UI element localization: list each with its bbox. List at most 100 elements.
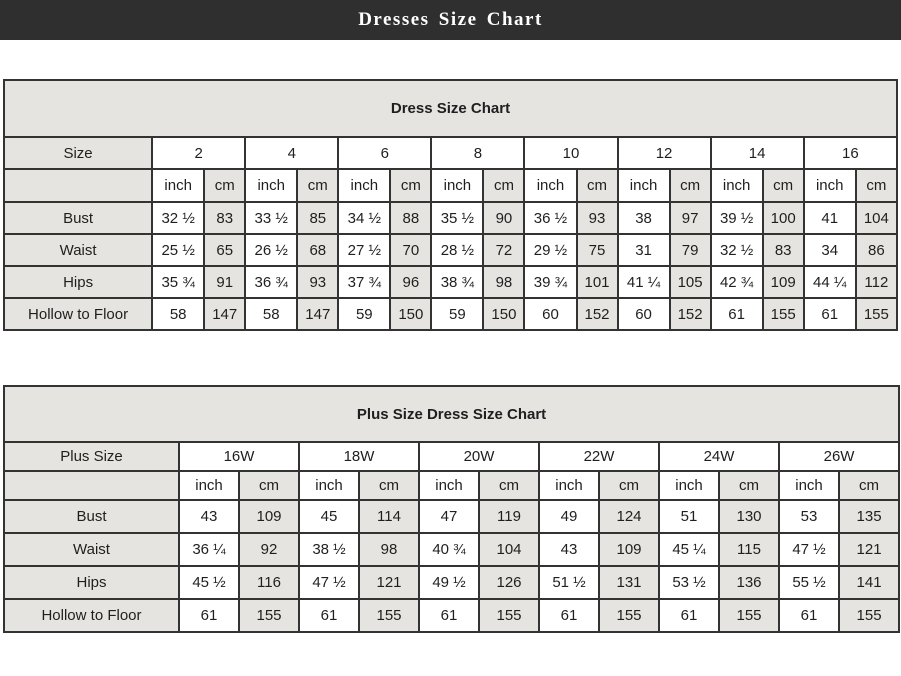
inch-value-cell: 44 ¼ bbox=[802, 265, 857, 299]
inch-value-cell: 35 ½ bbox=[430, 201, 485, 235]
inch-value-cell: 47 bbox=[418, 499, 480, 534]
unit-inch-header: inch bbox=[244, 168, 299, 203]
cm-value-cell: 155 bbox=[598, 598, 660, 633]
table-title: Plus Size Dress Size Chart bbox=[2, 385, 901, 443]
cm-value-cell: 135 bbox=[837, 499, 901, 534]
unit-cm-header: cm bbox=[575, 168, 619, 203]
inch-value-cell: 61 bbox=[709, 297, 764, 331]
size-column-header: 22W bbox=[538, 441, 660, 472]
size-row-label: Size bbox=[2, 136, 154, 170]
inch-value-cell: 61 bbox=[802, 297, 857, 331]
inch-value-cell: 53 ½ bbox=[658, 565, 720, 600]
cm-value-cell: 152 bbox=[668, 297, 712, 331]
inch-value-cell: 59 bbox=[430, 297, 485, 331]
inch-value-cell: 45 ¼ bbox=[658, 532, 720, 567]
size-column-header: 12 bbox=[616, 136, 712, 170]
inch-value-cell: 36 ¼ bbox=[178, 532, 240, 567]
cm-value-cell: 68 bbox=[296, 233, 340, 267]
inch-value-cell: 38 ½ bbox=[298, 532, 360, 567]
page-header-bar: Dresses Size Chart bbox=[0, 0, 901, 40]
inch-value-cell: 61 bbox=[778, 598, 840, 633]
unit-inch-header: inch bbox=[523, 168, 578, 203]
inch-value-cell: 53 bbox=[778, 499, 840, 534]
size-row-label: Plus Size bbox=[3, 441, 180, 472]
cm-value-cell: 155 bbox=[718, 598, 780, 633]
plus-size-dress-chart-table: Plus Size Dress Size Chart Plus Size 16W 18… bbox=[2, 385, 901, 633]
cm-value-cell: 109 bbox=[238, 499, 300, 534]
measurement-row-label: Hollow to Floor bbox=[3, 598, 180, 633]
measurement-row-label: Waist bbox=[3, 532, 180, 567]
size-column-header: 16 bbox=[802, 136, 899, 170]
inch-value-cell: 43 bbox=[538, 532, 600, 567]
unit-inch-header: inch bbox=[709, 168, 764, 203]
inch-value-cell: 61 bbox=[178, 598, 240, 633]
dress-size-chart-table: Dress Size Chart Size 2 4 6 8 10 12 14 16 inch cm in… bbox=[2, 79, 899, 331]
inch-value-cell: 49 bbox=[538, 499, 600, 534]
measurement-row-label: Bust bbox=[2, 201, 154, 235]
size-column-header: 20W bbox=[418, 441, 540, 472]
cm-value-cell: 91 bbox=[203, 265, 247, 299]
cm-value-cell: 150 bbox=[389, 297, 433, 331]
cm-value-cell: 93 bbox=[575, 201, 619, 235]
unit-inch-header: inch bbox=[337, 168, 392, 203]
cm-value-cell: 116 bbox=[238, 565, 300, 600]
cm-value-cell: 124 bbox=[598, 499, 660, 534]
cm-value-cell: 152 bbox=[575, 297, 619, 331]
cm-value-cell: 83 bbox=[761, 233, 805, 267]
inch-value-cell: 61 bbox=[418, 598, 480, 633]
inch-value-cell: 37 ¾ bbox=[337, 265, 392, 299]
size-column-header: 10 bbox=[523, 136, 619, 170]
inch-value-cell: 39 ¾ bbox=[523, 265, 578, 299]
cm-value-cell: 101 bbox=[575, 265, 619, 299]
unit-inch-header: inch bbox=[418, 470, 480, 501]
unit-cm-header: cm bbox=[478, 470, 540, 501]
unit-inch-header: inch bbox=[778, 470, 840, 501]
inch-value-cell: 59 bbox=[337, 297, 392, 331]
unit-cm-header: cm bbox=[668, 168, 712, 203]
size-column-header: 2 bbox=[151, 136, 247, 170]
inch-value-cell: 61 bbox=[538, 598, 600, 633]
cm-value-cell: 100 bbox=[761, 201, 805, 235]
size-column-header: 14 bbox=[709, 136, 805, 170]
unit-inch-header: inch bbox=[538, 470, 600, 501]
table-title: Dress Size Chart bbox=[3, 79, 898, 138]
cm-value-cell: 147 bbox=[296, 297, 340, 331]
cm-value-cell: 70 bbox=[389, 233, 433, 267]
cm-value-cell: 88 bbox=[389, 201, 433, 235]
unit-inch-header: inch bbox=[178, 470, 240, 501]
unit-inch-header: inch bbox=[298, 470, 360, 501]
cm-value-cell: 85 bbox=[296, 201, 340, 235]
cm-value-cell: 155 bbox=[837, 598, 901, 633]
cm-value-cell: 147 bbox=[203, 297, 247, 331]
inch-value-cell: 55 ½ bbox=[778, 565, 840, 600]
inch-value-cell: 58 bbox=[244, 297, 299, 331]
inch-value-cell: 41 bbox=[802, 201, 857, 235]
inch-value-cell: 32 ½ bbox=[709, 233, 764, 267]
unit-inch-header: inch bbox=[151, 168, 206, 203]
cm-value-cell: 112 bbox=[854, 265, 899, 299]
inch-value-cell: 47 ½ bbox=[778, 532, 840, 567]
cm-value-cell: 105 bbox=[668, 265, 712, 299]
measurement-row-label: Hips bbox=[2, 265, 154, 299]
size-column-header: 26W bbox=[777, 441, 901, 472]
measurement-row-label: Waist bbox=[2, 233, 154, 267]
cm-value-cell: 114 bbox=[358, 499, 420, 534]
size-column-header: 6 bbox=[337, 136, 433, 170]
cm-value-cell: 104 bbox=[854, 201, 899, 235]
cm-value-cell: 104 bbox=[478, 532, 540, 567]
unit-row-spacer bbox=[3, 470, 180, 501]
cm-value-cell: 83 bbox=[203, 201, 247, 235]
unit-inch-header: inch bbox=[658, 470, 720, 501]
cm-value-cell: 155 bbox=[238, 598, 300, 633]
unit-cm-header: cm bbox=[718, 470, 780, 501]
unit-cm-header: cm bbox=[203, 168, 247, 203]
cm-value-cell: 136 bbox=[718, 565, 780, 600]
cm-value-cell: 98 bbox=[482, 265, 526, 299]
measurement-row-label: Hips bbox=[3, 565, 180, 600]
cm-value-cell: 121 bbox=[358, 565, 420, 600]
cm-value-cell: 131 bbox=[598, 565, 660, 600]
inch-value-cell: 34 ½ bbox=[337, 201, 392, 235]
cm-value-cell: 109 bbox=[598, 532, 660, 567]
cm-value-cell: 72 bbox=[482, 233, 526, 267]
inch-value-cell: 27 ½ bbox=[337, 233, 392, 267]
